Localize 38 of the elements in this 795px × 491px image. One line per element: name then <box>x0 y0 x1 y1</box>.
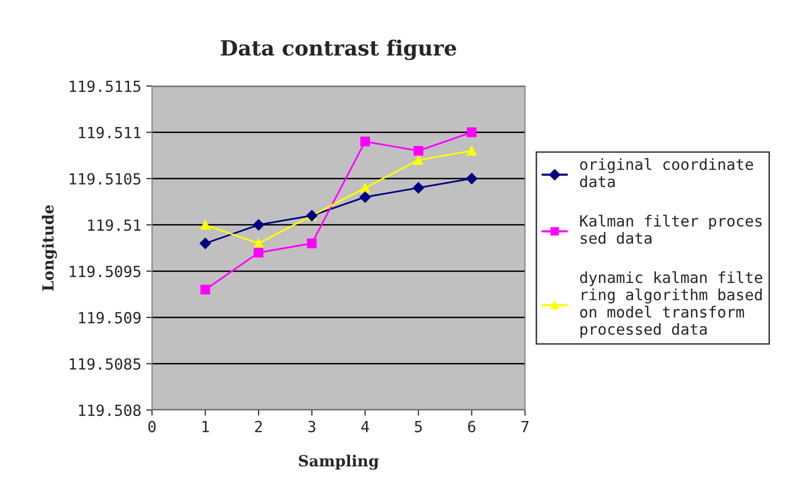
legend-label: Kalman filter processed data <box>580 214 762 244</box>
point <box>200 284 210 295</box>
x-tick-label: 7 <box>521 420 528 432</box>
point <box>466 127 477 138</box>
point <box>252 219 264 230</box>
y-axis-title: Longitude <box>42 205 57 291</box>
point <box>466 172 478 184</box>
point <box>360 136 370 146</box>
point <box>360 191 371 203</box>
x-tick-label: 3 <box>308 420 316 432</box>
y-tick-label: 119.509 <box>79 312 141 324</box>
chart-title: Data contrast figure <box>220 40 456 60</box>
y-tick-label: 119.51 <box>88 219 141 231</box>
point <box>360 182 370 193</box>
y-tick-label: 119.5095 <box>70 266 140 278</box>
y-tick-label: 119.511 <box>79 126 141 138</box>
point <box>466 146 477 156</box>
point <box>254 238 264 248</box>
x-tick-label: 5 <box>414 420 422 432</box>
point <box>254 248 264 258</box>
y-tick-label: 119.5085 <box>70 358 140 370</box>
x-tick-label: 4 <box>361 420 370 432</box>
point <box>412 182 424 194</box>
y-tick-label: 119.508 <box>79 404 141 416</box>
y-tick-label: 119.5115 <box>70 80 140 92</box>
x-axis-title: Sampling <box>298 454 379 470</box>
y-tick-label: 119.5105 <box>70 173 140 185</box>
legend-label: original coordinate data <box>580 158 754 188</box>
point <box>200 220 210 230</box>
x-tick-label: 6 <box>468 420 476 432</box>
point <box>414 146 424 156</box>
x-tick-label: 0 <box>148 420 156 432</box>
x-tick-label: 2 <box>255 420 262 432</box>
point <box>414 155 424 165</box>
x-tick-label: 1 <box>202 420 209 432</box>
legend-label: dynamic kalman filtering algorithm based on model transform processed data <box>580 271 762 338</box>
point <box>306 238 317 248</box>
point <box>200 238 211 249</box>
